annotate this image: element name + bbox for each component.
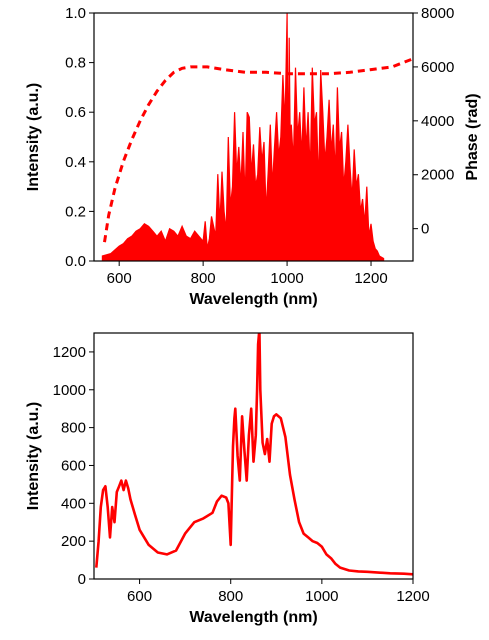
y-tick-label: 1.0: [65, 5, 86, 22]
y-tick-label: 0.6: [65, 104, 86, 121]
y-tick-label: 0.2: [65, 203, 86, 220]
x-tick-label: 800: [218, 588, 243, 605]
y-tick-label: 1000: [53, 382, 86, 399]
y-tick-label: 0: [78, 571, 86, 588]
y-tick-label: 0.0: [65, 253, 86, 270]
y-tick-label: 1200: [53, 344, 86, 361]
y-tick-label: 0.8: [65, 55, 86, 72]
y-tick-label: 0.4: [65, 154, 86, 171]
y-tick-label: 600: [61, 457, 86, 474]
y2-tick-label: 6000: [421, 59, 454, 76]
x-tick-label: 600: [127, 588, 152, 605]
y-axis-label: Intensity (a.u.): [25, 402, 42, 510]
x-tick-label: 1000: [305, 588, 338, 605]
y2-tick-label: 4000: [421, 113, 454, 130]
x-axis-label: Wavelength (nm): [189, 609, 317, 626]
plot-frame: [93, 332, 414, 580]
x-tick-label: 1200: [354, 270, 387, 287]
x-tick-label: 1000: [270, 270, 303, 287]
y-axis-label: Intensity (a.u.): [25, 83, 42, 191]
y2-tick-label: 0: [421, 221, 429, 238]
y-tick-label: 200: [61, 533, 86, 550]
series-0-trace: [101, 13, 385, 261]
plot-frame: [93, 12, 414, 262]
y2-tick-label: 8000: [421, 5, 454, 22]
bottom-chart: 600 800 1000 1200 0 200 400 600 800 1000 1200 Wavel…: [25, 332, 430, 626]
series-1-line: [103, 57, 413, 243]
top-chart: 600 800 1000 1200 0.0 0.2 0.4 0.6 0.8 1.0 0 2000 400…: [25, 5, 481, 308]
x-tick-label: 800: [191, 270, 216, 287]
series-0-line: [95, 333, 413, 576]
x-axis-label: Wavelength (nm): [189, 291, 317, 308]
y-tick-label: 400: [61, 495, 86, 512]
y-tick-label: 800: [61, 420, 86, 437]
x-tick-label: 1200: [396, 588, 429, 605]
y2-tick-label: 2000: [421, 167, 454, 184]
y2-axis-label: Phase (rad): [464, 93, 481, 180]
x-tick-label: 600: [107, 270, 132, 287]
